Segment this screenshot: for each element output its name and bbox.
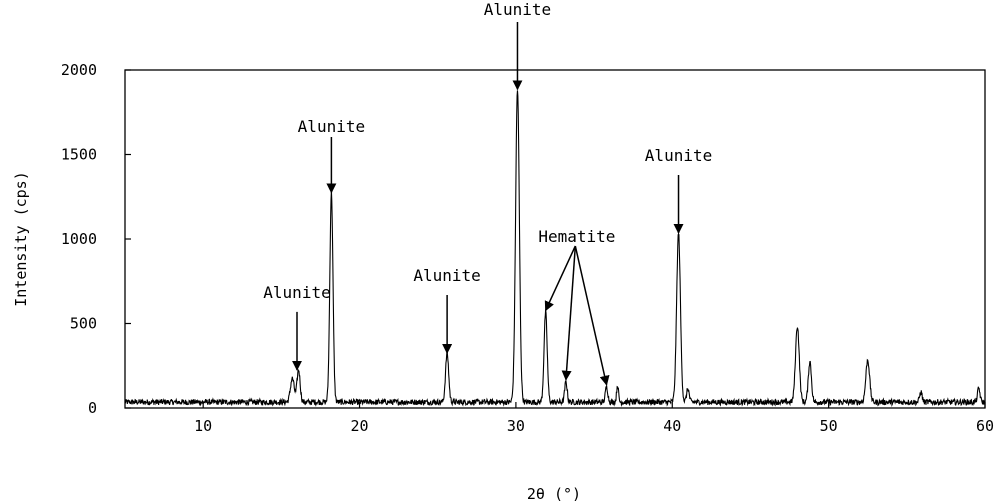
y-tick-label: 1500 [61,146,97,164]
y-tick-label: 500 [70,315,97,333]
x-tick-label: 40 [663,417,681,435]
y-axis: 0 500 1000 1500 2000 [61,61,131,417]
plot-area: Alunite Alunite Alunite Alunite Hematite Alun… [124,0,986,409]
x-tick-label: 30 [507,417,525,435]
hematite-arrow [561,245,577,381]
peak-label-alunite: Alunite [484,0,551,19]
peak-label-alunite: Alunite [413,266,480,285]
peak-label-alunite: Alunite [645,146,712,165]
peak-label-alunite: Alunite [263,283,330,302]
y-axis-label: Intensity (cps) [12,171,30,306]
x-axis: 10 20 30 40 50 60 [194,402,994,435]
peak-label-alunite: Alunite [298,117,365,136]
hematite-arrow [574,245,610,386]
data-layer [124,90,986,407]
x-tick-label: 50 [820,417,838,435]
peak-label-hematite: Hematite [538,227,615,246]
annotation-layer: Alunite Alunite Alunite Alunite Hematite Alun… [263,0,712,386]
x-axis-label: 2θ (°) [527,485,581,503]
x-tick-label: 60 [976,417,994,435]
xrd-spectrum-line [124,90,986,407]
y-tick-label: 0 [88,399,97,417]
y-tick-label: 1000 [61,230,97,248]
y-tick-label: 2000 [61,61,97,79]
hematite-arrow [544,245,577,312]
x-tick-label: 20 [351,417,369,435]
x-tick-label: 10 [194,417,212,435]
